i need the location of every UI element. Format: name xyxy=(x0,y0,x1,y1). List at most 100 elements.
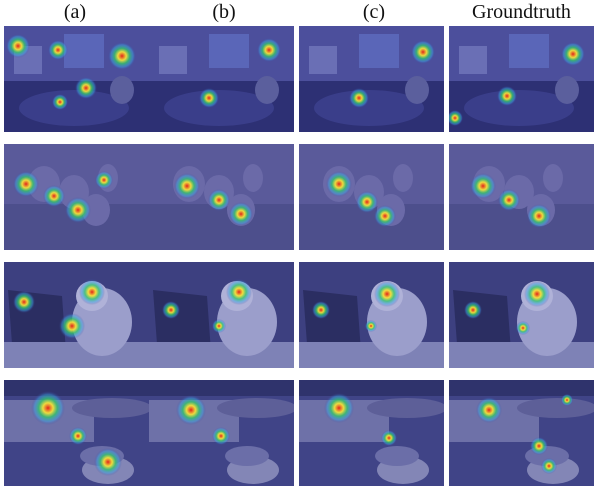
saliency-blob xyxy=(226,279,252,305)
saliency-map-a-row-4 xyxy=(4,380,149,486)
scene-shape xyxy=(149,204,294,250)
scene-shape xyxy=(243,164,263,192)
saliency-blob xyxy=(176,395,206,425)
scene-shape xyxy=(225,446,269,466)
scene-shape xyxy=(299,342,444,368)
saliency-blob xyxy=(162,301,180,319)
heatmap-overlay-image xyxy=(4,380,149,486)
saliency-blob xyxy=(212,427,230,445)
scene-shape xyxy=(209,34,249,68)
scene-shape xyxy=(82,194,110,226)
heatmap-overlay-image xyxy=(449,262,594,368)
saliency-blob xyxy=(95,171,113,189)
saliency-blob xyxy=(13,171,39,197)
heatmap-overlay-image xyxy=(149,144,294,250)
saliency-blob xyxy=(356,191,378,213)
saliency-map-c-row-3 xyxy=(299,262,444,368)
scene-shape xyxy=(4,342,149,368)
saliency-blob xyxy=(476,397,502,423)
saliency-blob xyxy=(524,281,550,307)
saliency-blob xyxy=(94,448,122,476)
saliency-blob xyxy=(65,197,91,223)
scene-shape xyxy=(464,90,574,126)
scene-shape xyxy=(449,342,594,368)
heatmap-overlay-image xyxy=(299,262,444,368)
saliency-map-b-row-4 xyxy=(149,380,294,486)
scene-shape xyxy=(255,76,279,104)
saliency-map-a-row-3 xyxy=(4,262,149,368)
saliency-map-groundtruth-row-4 xyxy=(449,380,594,486)
scene-shape xyxy=(19,90,129,126)
heatmap-overlay-image xyxy=(4,262,149,368)
saliency-blob xyxy=(43,185,65,207)
saliency-blob xyxy=(464,301,482,319)
saliency-blob xyxy=(470,173,496,199)
scene-shape xyxy=(359,34,399,68)
scene-shape xyxy=(164,90,274,126)
saliency-blob xyxy=(516,321,530,335)
saliency-map-b-row-1 xyxy=(149,26,294,132)
heatmap-overlay-image xyxy=(4,26,149,132)
saliency-map-b-row-2 xyxy=(149,144,294,250)
heatmap-overlay-image xyxy=(299,144,444,250)
saliency-map-c-row-1 xyxy=(299,26,444,132)
scene-shape xyxy=(375,446,419,466)
saliency-blob xyxy=(174,173,200,199)
header-col-a: (a) xyxy=(63,1,87,23)
saliency-blob xyxy=(530,437,548,455)
header-col-b: (b) xyxy=(212,1,236,23)
scene-shape xyxy=(393,164,413,192)
saliency-blob xyxy=(257,38,281,62)
saliency-blob xyxy=(324,393,354,423)
scene-shape xyxy=(4,380,149,396)
saliency-map-a-row-2 xyxy=(4,144,149,250)
header-col-groundtruth: Groundtruth xyxy=(472,1,571,23)
scene-shape xyxy=(367,398,444,418)
scene-shape xyxy=(64,34,104,68)
heatmap-overlay-image xyxy=(299,380,444,486)
saliency-blob xyxy=(208,189,230,211)
saliency-blob xyxy=(381,430,397,446)
heatmap-overlay-image xyxy=(149,380,294,486)
saliency-blob xyxy=(349,88,369,108)
saliency-blob xyxy=(497,86,517,106)
saliency-blob xyxy=(365,320,377,332)
scene-shape xyxy=(405,76,429,104)
saliency-blob xyxy=(527,204,551,228)
heatmap-overlay-image xyxy=(4,144,149,250)
scene-shape xyxy=(159,46,187,74)
saliency-blob xyxy=(69,427,87,445)
scene-shape xyxy=(314,90,424,126)
scene-shape xyxy=(543,164,563,192)
saliency-blob xyxy=(212,319,226,333)
saliency-map-c-row-2 xyxy=(299,144,444,250)
saliency-blob xyxy=(75,77,97,99)
saliency-blob xyxy=(449,110,463,126)
saliency-blob xyxy=(52,94,68,110)
scene-shape xyxy=(149,342,294,368)
saliency-blob xyxy=(229,202,253,226)
saliency-blob xyxy=(79,279,105,305)
scene-shape xyxy=(517,398,594,418)
saliency-map-groundtruth-row-1 xyxy=(449,26,594,132)
scene-shape xyxy=(449,204,594,250)
heatmap-overlay-image xyxy=(149,262,294,368)
scene-shape xyxy=(72,398,149,418)
saliency-map-b-row-3 xyxy=(149,262,294,368)
saliency-blob xyxy=(6,34,30,58)
saliency-map-groundtruth-row-3 xyxy=(449,262,594,368)
saliency-blob xyxy=(411,40,435,64)
saliency-blob xyxy=(374,281,400,307)
scene-shape xyxy=(217,398,294,418)
saliency-blob xyxy=(541,458,557,474)
saliency-blob xyxy=(108,42,136,70)
saliency-blob xyxy=(312,301,330,319)
saliency-blob xyxy=(561,394,573,406)
scene-shape xyxy=(309,46,337,74)
saliency-map-c-row-4 xyxy=(299,380,444,486)
scene-shape xyxy=(149,380,294,396)
scene-shape xyxy=(449,380,594,396)
scene-shape xyxy=(509,34,549,68)
saliency-blob xyxy=(59,313,85,339)
saliency-blob xyxy=(326,171,352,197)
